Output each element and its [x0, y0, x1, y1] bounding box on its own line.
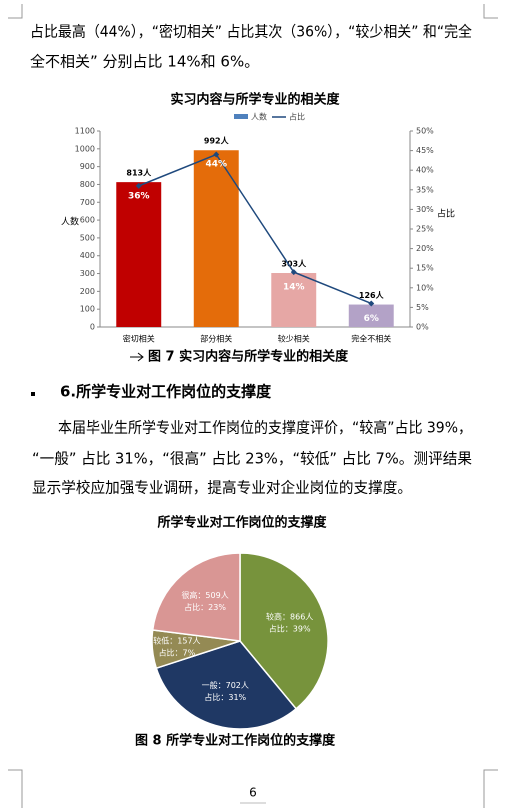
paragraph-line: “一般” 占比 31%，“很高” 占比 23%，“较低” 占比 7%。测评结果	[32, 450, 472, 468]
y2-tick-label: 35%	[416, 185, 434, 194]
bar-value-label: 992人	[204, 136, 230, 146]
paragraph-line: 本届毕业生所学专业对工作岗位的支撑度评价，“较高”占比 39%，	[58, 419, 472, 437]
slice-value-label: 占比：7%	[159, 647, 196, 657]
line-series	[138, 153, 372, 305]
line-marker	[290, 269, 297, 276]
line-value-label: 6%	[364, 314, 379, 324]
y-tick-label: 100	[80, 305, 95, 314]
section-heading: 6.所学专业对工作岗位的支撑度	[60, 383, 272, 401]
line-value-label: 36%	[128, 192, 150, 202]
y-tick-label: 900	[80, 162, 95, 171]
y2-tick-label: 0%	[416, 323, 429, 332]
line-value-label: 14%	[283, 283, 305, 293]
x-tick-label: 完全不相关	[351, 334, 391, 344]
x-tick-label: 较少相关	[278, 334, 310, 344]
paragraph-line: 全不相关” 分别占比 14%和 6%。	[30, 53, 259, 71]
slice-value-label: 占比：23%	[184, 602, 226, 612]
page-number: 6	[249, 786, 257, 800]
y2-tick-label: 30%	[416, 205, 434, 214]
line-marker	[213, 151, 220, 158]
legend-label: 人数	[251, 112, 267, 122]
y2-tick-label: 20%	[416, 244, 434, 253]
y-tick-label: 200	[80, 287, 95, 296]
y2-tick-label: 15%	[416, 264, 434, 273]
y-tick-label: 800	[80, 180, 95, 189]
line-marker	[368, 300, 375, 307]
x-tick-label: 部分相关	[200, 334, 232, 344]
paragraph-line: 占比最高（44%），“密切相关” 占比其次（36%），“较少相关” 和“完全	[30, 23, 472, 41]
bar-line-chart: 实习内容与所学专业的相关度 0 100 200 300 400 500 600 700 800 90…	[61, 92, 455, 344]
paragraph-line: 显示学校应加强专业调研，提高专业对企业岗位的支撑度。	[32, 479, 412, 497]
y-tick-label: 400	[80, 251, 95, 260]
pie-slice	[151, 552, 241, 642]
y-tick-label: 0	[90, 323, 95, 332]
pie-slice	[239, 552, 329, 710]
figure-caption: 图 8 所学专业对工作岗位的支撑度	[135, 733, 336, 749]
y-axis-label: 人数	[61, 216, 79, 228]
y-tick-label: 600	[80, 216, 95, 225]
y2-tick-label: 10%	[416, 283, 434, 292]
slice-count-label: 很高：509人	[181, 590, 228, 600]
line-marker	[135, 182, 142, 189]
chart-title: 所学专业对工作岗位的支撑度	[157, 515, 327, 531]
caption-arrow	[130, 352, 144, 362]
y2-tick-label: 25%	[416, 225, 434, 234]
y2-tick-label: 40%	[416, 166, 434, 175]
y-tick-label: 500	[80, 233, 95, 242]
y2-tick-label: 5%	[416, 303, 429, 312]
y2-tick-label: 50%	[416, 127, 434, 136]
y2-axis-label: 占比	[437, 208, 455, 220]
slice-count-label: 一般：702人	[202, 680, 249, 690]
bar	[193, 150, 239, 327]
chart-title: 实习内容与所学专业的相关度	[170, 92, 340, 108]
legend-swatch	[234, 114, 248, 119]
bar	[348, 304, 394, 327]
pie-slice	[155, 640, 298, 730]
slice-count-label: 较高：866人	[266, 612, 313, 622]
slice-value-label: 占比：31%	[204, 692, 246, 702]
bar-value-label: 303人	[281, 259, 307, 269]
bar	[116, 182, 162, 327]
page-corner-marks	[8, 4, 498, 808]
bar-value-label: 126人	[359, 290, 385, 300]
line-value-label: 44%	[205, 160, 227, 170]
slice-value-label: 占比：39%	[269, 624, 311, 634]
y-tick-label: 1100	[75, 127, 95, 136]
slice-count-label: 较低：157人	[153, 635, 200, 645]
x-tick-label: 密切相关	[123, 334, 155, 344]
bar	[271, 273, 317, 327]
figure-caption: 图 7 实习内容与所学专业的相关度	[148, 349, 349, 365]
bullet	[31, 392, 35, 396]
y-tick-label: 1000	[75, 144, 95, 153]
y-tick-label: 700	[80, 198, 95, 207]
legend-label: 占比	[289, 112, 305, 122]
bar-value-label: 813人	[126, 168, 152, 178]
y-tick-label: 300	[80, 269, 95, 278]
y2-tick-label: 45%	[416, 146, 434, 155]
